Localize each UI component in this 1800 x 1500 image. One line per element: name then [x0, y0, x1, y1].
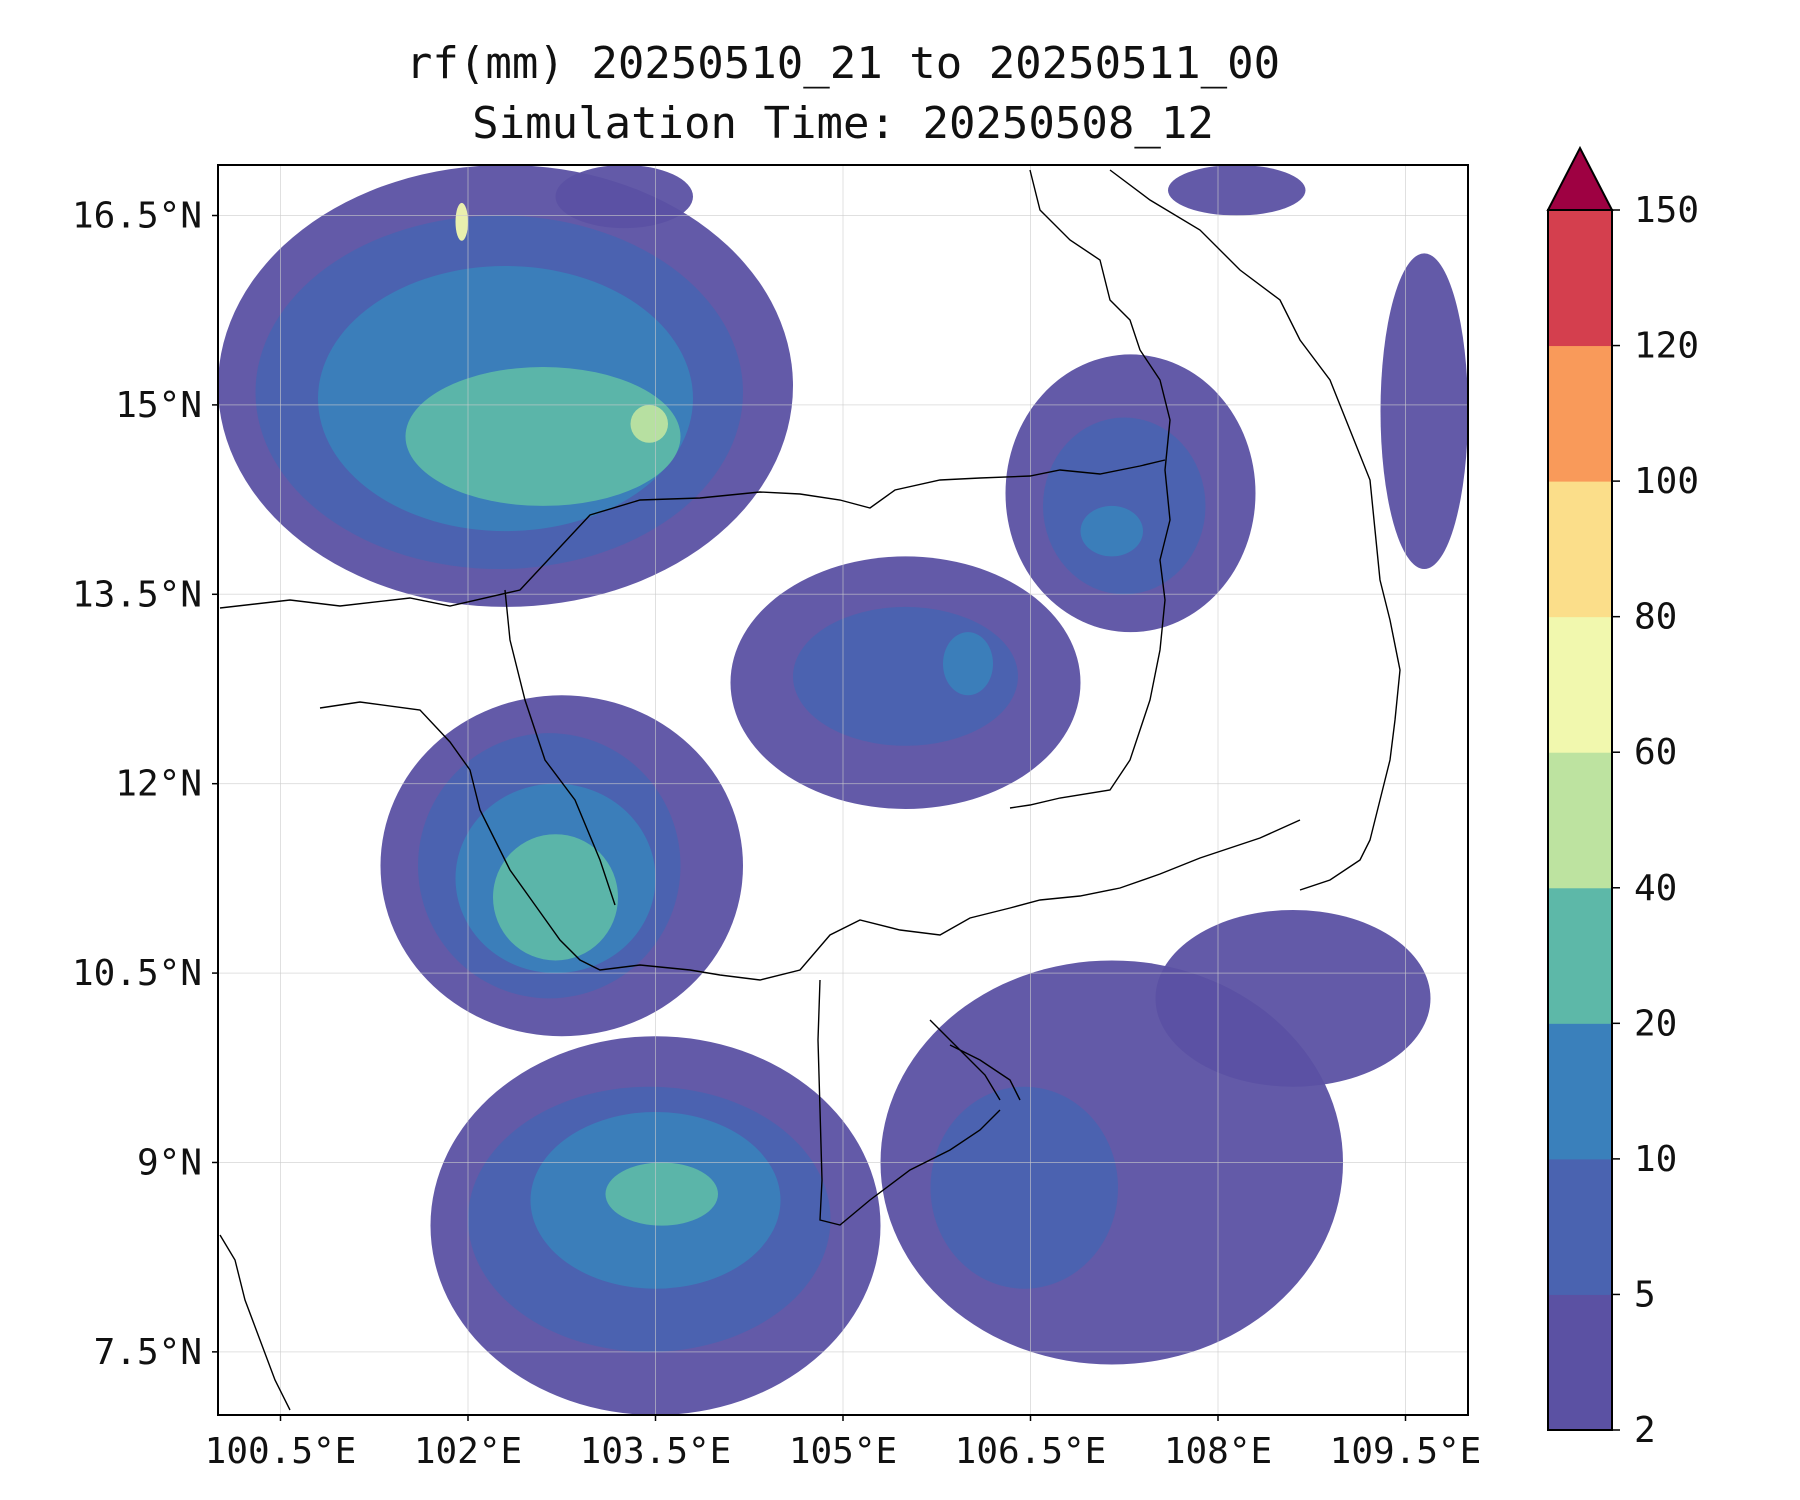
colorbar-extend-arrow — [1546, 145, 1614, 211]
lat-tick-label-5: 9°N — [137, 1142, 202, 1183]
colorbar-label-0: 2 — [1634, 1410, 1656, 1451]
rain-area-22 — [930, 1086, 1118, 1289]
boundary-line-0 — [219, 459, 1166, 609]
colorbar-label-6: 80 — [1634, 597, 1677, 638]
boundary-line-3 — [817, 979, 1001, 1226]
lat-tick-label-3: 12°N — [115, 764, 202, 805]
colorbar-segment-6 — [1548, 481, 1612, 618]
map-axes: 100.5°E 102°E 103.5°E 105°E 106.5°E 108°E 109.… — [72, 196, 1481, 1472]
colorbar: 2 5 10 20 40 60 80 100 120 150 — [1546, 145, 1699, 1451]
rain-area-16 — [943, 632, 993, 696]
lon-tick-label-4: 106.5°E — [955, 1431, 1107, 1472]
lon-tick-label-0: 100.5°E — [205, 1431, 357, 1472]
colorbar-segment-4 — [1548, 752, 1612, 889]
rain-area-24 — [555, 165, 693, 229]
gridlines — [218, 165, 1468, 1415]
rain-area-20 — [1380, 253, 1468, 570]
rain-area-3 — [405, 367, 681, 506]
rain-area-5 — [455, 202, 468, 241]
colorbar-label-8: 120 — [1634, 326, 1699, 367]
lat-tick-label-4: 10.5°N — [72, 953, 202, 994]
boundary-line-8 — [949, 1044, 1021, 1101]
boundary-line-6 — [219, 1234, 291, 1411]
coastline-border-lines — [219, 169, 1401, 1411]
colorbar-label-1: 5 — [1634, 1274, 1656, 1315]
colorbar-label-9: 150 — [1634, 190, 1699, 231]
colorbar-frame — [1547, 209, 1613, 1431]
colorbar-segment-3 — [1548, 887, 1612, 1024]
colorbar-label-3: 20 — [1634, 1003, 1677, 1044]
boundary-line-1 — [504, 589, 616, 906]
lat-tick-label-0: 16.5°N — [72, 196, 202, 237]
colorbar-label-7: 100 — [1634, 461, 1699, 502]
lon-tick-label-3: 105°E — [789, 1431, 897, 1472]
lat-tick-label-6: 7.5°N — [94, 1332, 202, 1373]
rain-area-9 — [493, 834, 618, 961]
colorbar-label-5: 60 — [1634, 732, 1677, 773]
boundary-line-4 — [1009, 169, 1171, 809]
lon-tick-label-5: 108°E — [1164, 1431, 1272, 1472]
colorbar-segment-2 — [1548, 1023, 1612, 1160]
map-title-line2: Simulation Time: 20250508_12 — [472, 98, 1214, 149]
rain-area-13 — [605, 1162, 718, 1226]
rain-area-4 — [630, 404, 668, 443]
rain-area-19 — [1080, 505, 1143, 557]
rain-area-25 — [1168, 165, 1306, 216]
boundary-line-2 — [319, 701, 1301, 981]
colorbar-segment-0 — [1548, 1294, 1612, 1431]
rain-area-18 — [1043, 417, 1206, 595]
lon-tick-label-6: 109.5°E — [1330, 1431, 1482, 1472]
rain-area-23 — [1155, 909, 1431, 1087]
colorbar-segment-8 — [1548, 210, 1612, 347]
map-title-line1: rf(mm) 20250510_21 to 20250511_00 — [405, 38, 1281, 89]
colorbar-segment-7 — [1548, 345, 1612, 482]
lon-tick-label-2: 103.5°E — [580, 1431, 732, 1472]
boundary-line-5 — [1109, 169, 1401, 891]
lon-tick-label-1: 102°E — [414, 1431, 522, 1472]
colorbar-segment-5 — [1548, 616, 1612, 753]
colorbar-label-2: 10 — [1634, 1139, 1677, 1180]
boundary-line-7 — [929, 1019, 1001, 1101]
colorbar-label-4: 40 — [1634, 868, 1677, 909]
lat-tick-label-1: 15°N — [115, 385, 202, 426]
colorbar-segment-1 — [1548, 1158, 1612, 1295]
lat-tick-label-2: 13.5°N — [72, 574, 202, 615]
